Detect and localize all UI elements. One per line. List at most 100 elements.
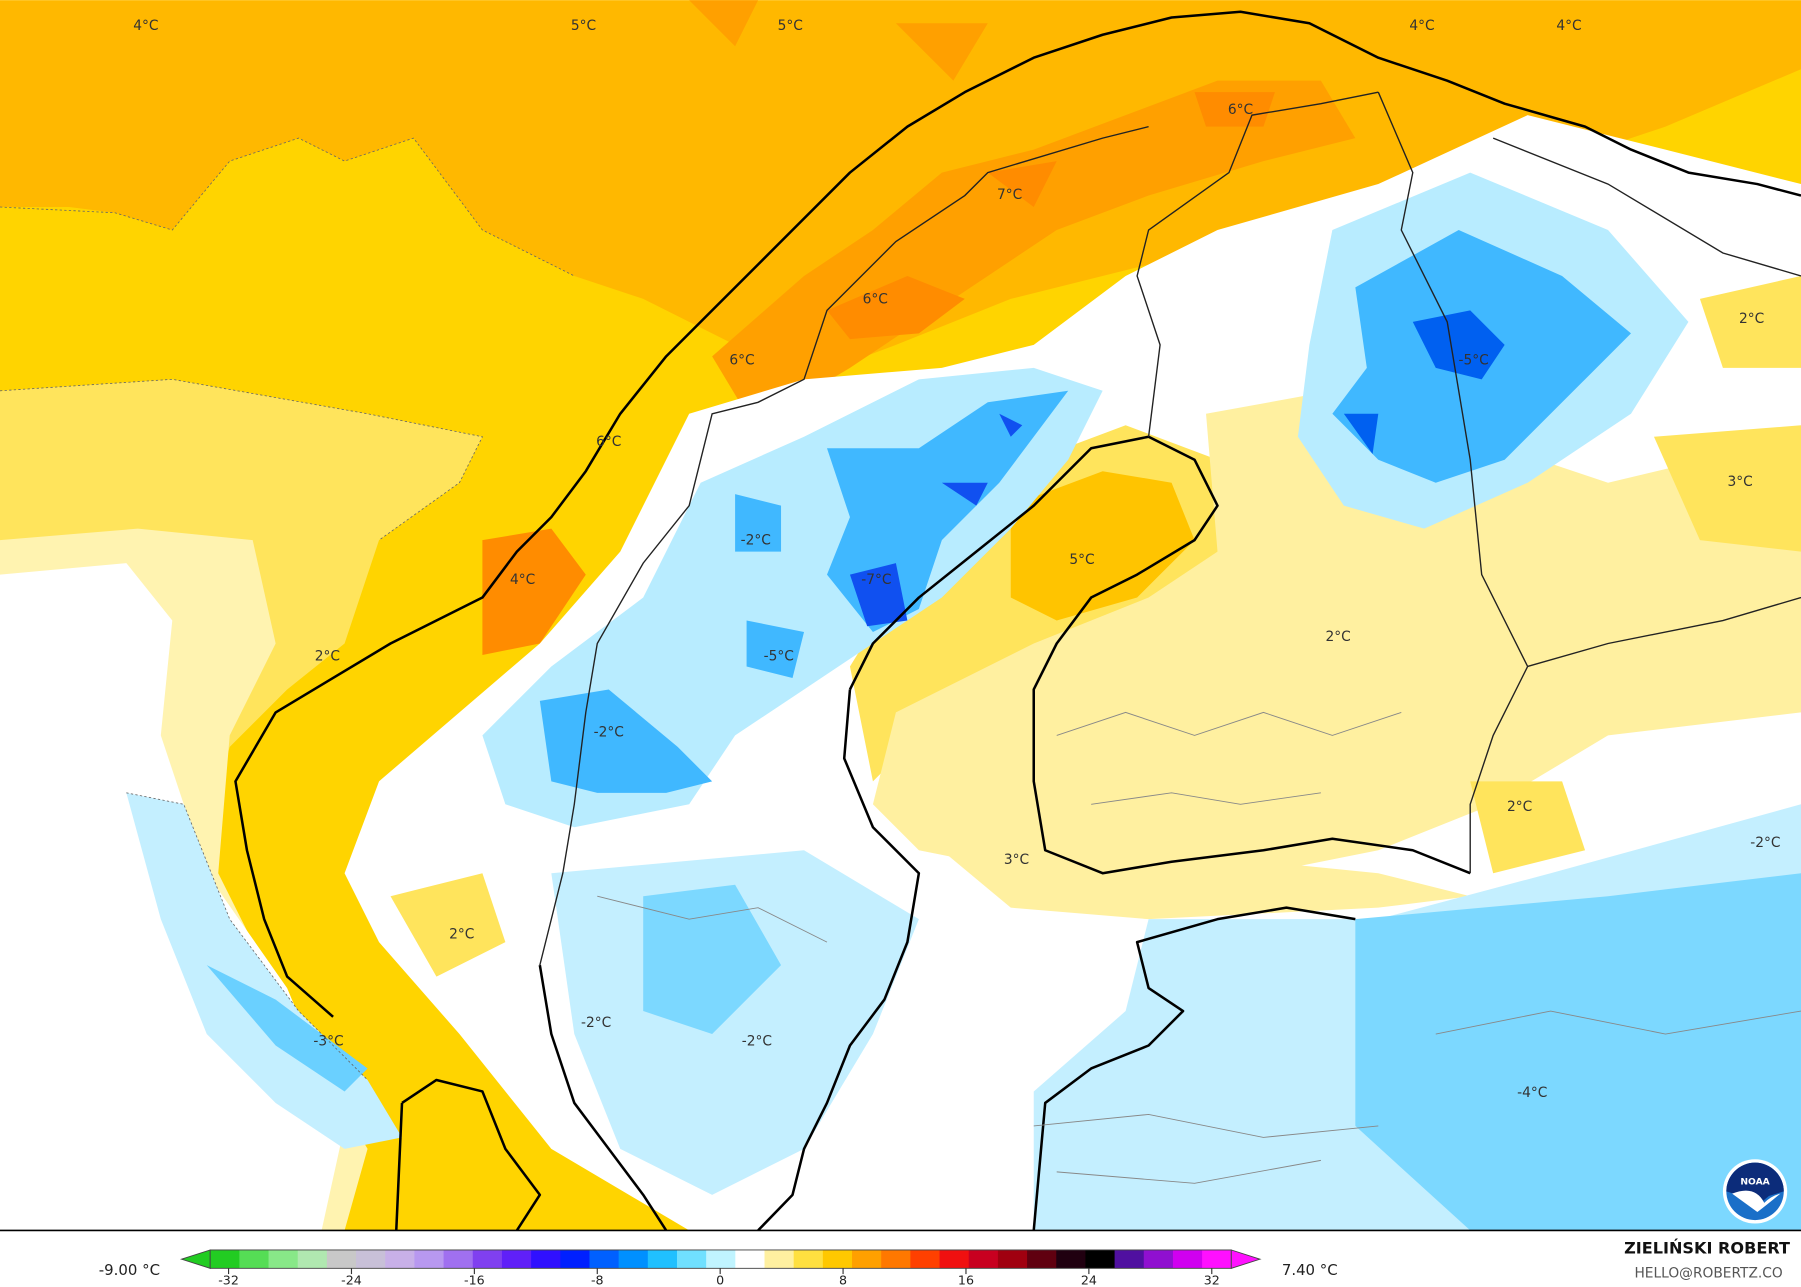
colorbar-cell — [589, 1249, 620, 1269]
isotherm-label: -2°C — [742, 1034, 772, 1050]
colorbar-cell — [881, 1249, 911, 1269]
border-sweden-finland — [1136, 91, 1379, 437]
isoline — [0, 378, 484, 541]
colorbar-cell — [560, 1249, 591, 1269]
colorbar-cell — [1143, 1249, 1174, 1269]
isotherm-label: 4°C — [133, 18, 158, 34]
warm-region-bothnia-core — [1010, 471, 1195, 621]
colorbar-cell — [997, 1249, 1028, 1269]
isotherm-label: 4°C — [1556, 18, 1581, 34]
isotherm-label: 2°C — [1325, 629, 1350, 645]
colorbar-cell — [647, 1249, 678, 1269]
colorbar-cell — [1172, 1249, 1203, 1269]
isoline — [126, 792, 368, 1081]
isotherm-label: -7°C — [861, 572, 891, 588]
colorbar-cell — [939, 1249, 970, 1269]
warm-region-north — [0, 0, 1801, 380]
isotherm-labels: 4°C 5°C 5°C 4°C 4°C 6°C 7°C 6°C 6°C 6°C -5°C 2°C 3°C… — [133, 18, 1780, 1101]
colorbar-cell — [268, 1249, 299, 1269]
isoline — [0, 137, 575, 277]
colorbar-tick-label: -8 — [591, 1272, 604, 1287]
colorbar-cell — [1056, 1249, 1086, 1269]
isotherm-label: -2°C — [594, 725, 624, 741]
colorbar-cell — [472, 1249, 503, 1269]
colorbar-max-label: 7.40 °C — [1282, 1261, 1338, 1279]
colorbar-cell — [501, 1249, 532, 1269]
colorbar-cell — [1202, 1249, 1232, 1269]
mild-region-finland — [872, 390, 1801, 874]
isotherm-label: 5°C — [1069, 552, 1094, 568]
mild-region-gulf — [941, 850, 1471, 920]
colorbar-tick-label: -24 — [341, 1272, 362, 1287]
noaa-logo-text: NOAA — [1740, 1176, 1770, 1187]
colorbar-cell — [618, 1249, 649, 1269]
isotherm-label: 4°C — [510, 572, 535, 588]
colorbar-right-arrow — [1230, 1249, 1262, 1269]
isotherm-label: -2°C — [581, 1015, 611, 1031]
isotherm-label: 6°C — [596, 434, 621, 450]
coastline-norway — [234, 10, 1801, 1018]
colorbar-cell — [385, 1249, 415, 1269]
colorbar: -32 -24 -16 -8 0 8 16 24 32 — [179, 1249, 1262, 1287]
regional-borders — [597, 711, 1801, 1184]
cold-region-sweden — [539, 390, 1069, 793]
colorbar-cell — [443, 1249, 474, 1269]
isotherm-label: -4°C — [1517, 1085, 1547, 1101]
warm-region-south-norway — [390, 873, 506, 977]
colorbar-cell — [210, 1249, 240, 1269]
colorbar-cell — [676, 1249, 707, 1269]
border-norway-sweden — [539, 125, 1149, 966]
coastline-denmark — [395, 1078, 542, 1232]
colorbar-cell — [852, 1249, 882, 1269]
isotherm-label: 6°C — [729, 352, 754, 368]
colorbar-cell — [968, 1249, 999, 1269]
isotherm-label: 2°C — [315, 649, 340, 665]
colorbar-cell — [735, 1249, 766, 1269]
isotherm-label: -5°C — [1459, 352, 1489, 368]
warm-region-core — [482, 92, 1275, 655]
temperature-map — [0, 0, 1801, 1232]
colorbar-min-label: -9.00 °C — [99, 1261, 160, 1279]
cold-region-sea — [206, 965, 368, 1092]
colorbar-tick-label: 0 — [716, 1272, 724, 1287]
colorbar-cell — [297, 1249, 328, 1269]
colorbar-cell — [822, 1249, 853, 1269]
isotherm-label: 2°C — [1507, 799, 1532, 815]
isotherm-label: -2°C — [1750, 835, 1780, 851]
coastline-sweden-west — [538, 964, 668, 1232]
isotherm-label: 2°C — [1739, 311, 1764, 327]
isotherm-label: -5°C — [764, 649, 794, 665]
colorbar-cell — [414, 1249, 445, 1269]
colorbar-tick-label: 16 — [958, 1272, 974, 1287]
mild-region-east — [1470, 275, 1801, 874]
isotherm-label: -2°C — [741, 533, 771, 549]
isotherm-label: -3°C — [313, 1034, 343, 1050]
author-name: ZIELIŃSKI ROBERT — [1624, 1238, 1790, 1257]
border-finland-russia — [1377, 91, 1529, 874]
colorbar-cell — [326, 1249, 357, 1269]
colorbar-cell — [706, 1249, 736, 1269]
border-russia-east — [1492, 137, 1801, 668]
very-cold-region-north-east — [1343, 310, 1505, 454]
very-cold-region-sweden — [849, 413, 1023, 627]
colorbar-tick-label: 24 — [1081, 1272, 1097, 1287]
colorbar-tick-label: -32 — [218, 1272, 239, 1287]
colorbar-cell — [793, 1249, 824, 1269]
noaa-logo: NOAA — [1722, 1159, 1788, 1224]
colorbar-cell — [764, 1249, 795, 1269]
isotherm-label: 2°C — [449, 927, 474, 943]
isotherm-label: 5°C — [571, 18, 596, 34]
colorbar-cell — [531, 1249, 561, 1269]
isotherm-label: 7°C — [997, 187, 1022, 203]
isotherm-label: 6°C — [863, 292, 888, 308]
isotherm-label: 3°C — [1004, 852, 1029, 868]
colorbar-cell — [239, 1249, 270, 1269]
colorbar-tick-label: 8 — [839, 1272, 847, 1287]
cold-region-baltic — [643, 873, 1801, 1231]
coastline-sweden-east — [757, 689, 921, 1232]
colorbar-cell — [1027, 1249, 1057, 1269]
colorbar-cell — [1085, 1249, 1116, 1269]
coastline-baltic-states — [1032, 906, 1356, 1231]
colorbar-cell — [356, 1249, 386, 1269]
